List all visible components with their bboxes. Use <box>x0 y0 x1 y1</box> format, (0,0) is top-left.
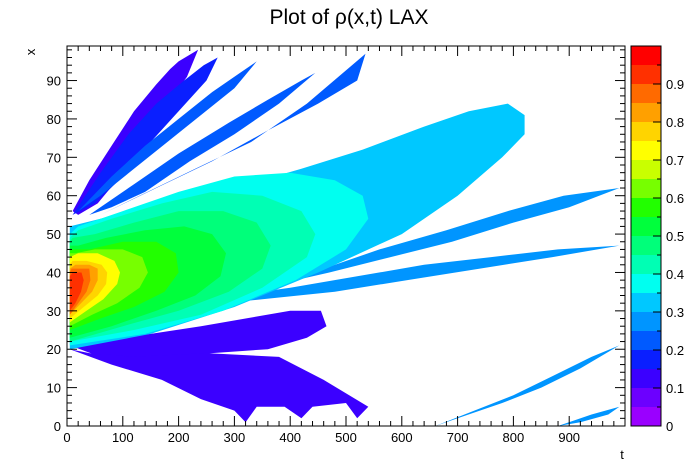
chart-title: Plot of ρ(x,t) LAX <box>270 6 429 29</box>
colorbar-segment <box>631 407 661 426</box>
x-tick-label: 900 <box>558 430 580 445</box>
colorbar-segment <box>631 179 661 198</box>
colorbar-tick-label: 0.7 <box>666 153 684 168</box>
y-tick-label: 0 <box>54 419 61 434</box>
contour-region-23 <box>69 272 84 311</box>
colorbar-segment <box>631 350 661 369</box>
plot-area <box>69 49 620 426</box>
colorbar-segment <box>631 141 661 160</box>
colorbar: 0 0.1 0.2 0.3 0.4 0.5 0.6 0.7 0.8 0.9 <box>630 45 684 434</box>
contour-region-6 <box>89 72 316 215</box>
x-tick-label: 600 <box>391 430 413 445</box>
colorbar-segment <box>631 46 661 65</box>
x-tick-label: 500 <box>335 430 357 445</box>
colorbar-segment <box>631 331 661 350</box>
x-tick-label: 100 <box>112 430 134 445</box>
y-tick-label: 50 <box>47 227 61 242</box>
colorbar-tick-label: 0.8 <box>666 115 684 130</box>
contour-region-1 <box>69 310 327 361</box>
colorbar-segment <box>631 312 661 331</box>
colorbar-tick-label: 0.3 <box>666 305 684 320</box>
colorbar-segment <box>631 103 661 122</box>
y-tick-label: 90 <box>47 74 61 89</box>
x-tick-label: 400 <box>279 430 301 445</box>
x-axis: 0 100 200 300 400 500 600 700 800 900 <box>63 46 626 445</box>
colorbar-segment <box>631 236 661 255</box>
y-tick-label: 80 <box>47 112 61 127</box>
colorbar-segment <box>631 217 661 236</box>
colorbar-tick-label: 0.4 <box>666 267 684 282</box>
contour-region-4 <box>72 57 218 215</box>
colorbar-segment <box>631 160 661 179</box>
colorbar-segment <box>631 255 661 274</box>
colorbar-tick-label: 0.6 <box>666 191 684 206</box>
colorbar-segment <box>631 198 661 217</box>
y-tick-label: 20 <box>47 342 61 357</box>
colorbar-tick-label: 0.9 <box>666 77 684 92</box>
contour-region-2 <box>69 349 369 423</box>
contour-region-5 <box>78 61 257 212</box>
colorbar-segment <box>631 293 661 312</box>
y-tick-label: 30 <box>47 304 61 319</box>
x-tick-label: 800 <box>503 430 525 445</box>
x-tick-label: 700 <box>447 430 469 445</box>
x-tick-label: 0 <box>63 430 70 445</box>
colorbar-tick-label: 0.2 <box>666 343 684 358</box>
y-tick-label: 40 <box>47 265 61 280</box>
colorbar-tick-label: 0.5 <box>666 229 684 244</box>
colorbar-segment <box>631 369 661 388</box>
contour-region-10 <box>435 345 620 426</box>
y-axis: 0 10 20 30 40 50 60 70 80 90 <box>47 49 625 434</box>
colorbar-tick-label: 0.1 <box>666 381 684 396</box>
y-tick-label: 60 <box>47 189 61 204</box>
colorbar-segment <box>631 122 661 141</box>
y-tick-label: 10 <box>47 381 61 396</box>
x-tick-label: 300 <box>224 430 246 445</box>
x-tick-label: 200 <box>168 430 190 445</box>
contour-region-8 <box>72 188 620 323</box>
y-axis-label: x <box>23 48 38 55</box>
colorbar-segment <box>631 84 661 103</box>
y-tick-label: 70 <box>47 150 61 165</box>
colorbar-segment <box>631 274 661 293</box>
x-axis-label: t <box>620 447 624 462</box>
colorbar-segment <box>631 65 661 84</box>
colorbar-segment <box>631 388 661 407</box>
colorbar-tick-label: 0 <box>666 419 673 434</box>
contour-region-11 <box>558 406 620 426</box>
